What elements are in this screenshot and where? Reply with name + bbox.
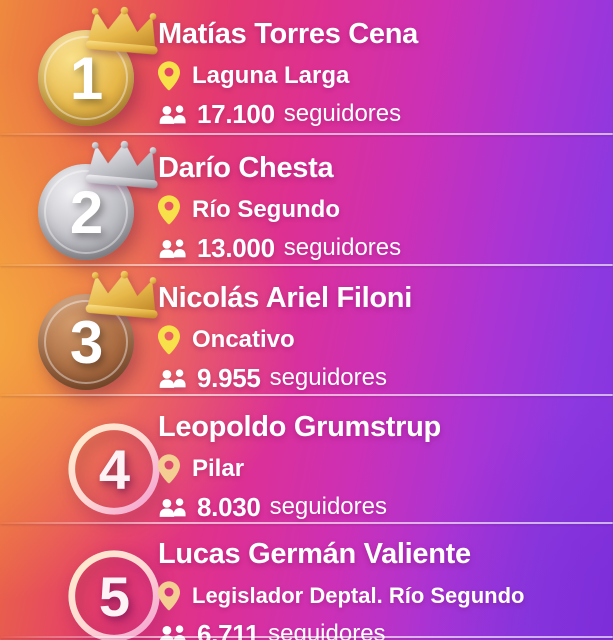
row-divider bbox=[0, 133, 613, 135]
entry-location: Río Segundo bbox=[192, 196, 340, 224]
rank-number: 5 bbox=[98, 564, 130, 628]
rank-badge-1: 1 bbox=[30, 6, 166, 132]
followers-count: 13.000 bbox=[197, 232, 275, 263]
entry-location: Laguna Larga bbox=[192, 62, 350, 90]
followers-line: 13.000 seguidores bbox=[158, 233, 598, 263]
followers-count: 9.955 bbox=[197, 362, 261, 393]
map-pin-icon bbox=[158, 61, 180, 91]
followers-label: seguidores bbox=[283, 234, 402, 262]
rank-ring-icon: 4 bbox=[66, 421, 162, 517]
followers-label: seguidores bbox=[268, 620, 386, 640]
followers-line: 6.711 seguidores bbox=[158, 619, 598, 640]
crown-icon bbox=[85, 6, 158, 55]
map-pin-icon bbox=[158, 195, 180, 225]
rank-badge-2: 2 bbox=[30, 140, 166, 266]
entry-name: Nicolás Ariel Filoni bbox=[158, 282, 412, 314]
followers-label: seguidores bbox=[269, 493, 387, 521]
entry-name: Lucas Germán Valiente bbox=[158, 538, 471, 570]
leaderboard-row-1: 1 Matías Torres Cena Laguna Larga bbox=[0, 4, 613, 132]
crown-icon bbox=[85, 140, 158, 189]
entry-info: Nicolás Ariel Filoni Oncativo 9.955 segu… bbox=[158, 282, 598, 393]
followers-label: seguidores bbox=[283, 100, 402, 128]
entry-info: Matías Torres Cena Laguna Larga 17.100 s… bbox=[158, 18, 598, 129]
followers-count: 6.711 bbox=[197, 618, 260, 640]
followers-line: 8.030 seguidores bbox=[158, 492, 598, 522]
crown-icon bbox=[85, 270, 158, 319]
leaderboard-row-3: 3 Nicolás Ariel Filoni Oncativo bbox=[0, 268, 613, 396]
location-line: Río Segundo bbox=[158, 194, 598, 226]
entry-info: Leopoldo Grumstrup Pilar 8.030 seguidore… bbox=[158, 411, 598, 522]
followers-label: seguidores bbox=[269, 364, 387, 392]
entry-name: Leopoldo Grumstrup bbox=[158, 411, 441, 443]
rank-badge-3: 3 bbox=[30, 270, 166, 396]
users-icon bbox=[159, 105, 186, 124]
entry-location: Oncativo bbox=[192, 326, 295, 354]
leaderboard-row-4: 4 Leopoldo Grumstrup Pilar 8.030 seguido… bbox=[0, 397, 613, 525]
location-line: Oncativo bbox=[158, 324, 598, 356]
entry-info: Lucas Germán Valiente Legislador Deptal.… bbox=[158, 538, 598, 640]
followers-count: 8.030 bbox=[197, 491, 261, 522]
location-line: Laguna Larga bbox=[158, 60, 598, 92]
row-divider bbox=[0, 264, 613, 266]
rank-ring-icon: 5 bbox=[66, 548, 162, 640]
entry-name: Matías Torres Cena bbox=[158, 18, 418, 50]
location-line: Legislador Deptal. Río Segundo bbox=[158, 580, 598, 612]
map-pin-icon bbox=[158, 325, 180, 355]
row-divider bbox=[0, 394, 613, 396]
entry-location: Legislador Deptal. Río Segundo bbox=[192, 583, 525, 609]
map-pin-icon bbox=[158, 454, 180, 484]
rank-badge-5: 5 bbox=[30, 528, 166, 640]
leaderboard-row-5: 5 Lucas Germán Valiente Legislador Depta… bbox=[0, 524, 613, 640]
entry-name: Darío Chesta bbox=[158, 152, 334, 184]
rank-number: 4 bbox=[98, 437, 130, 501]
entry-location: Pilar bbox=[192, 455, 245, 483]
row-divider bbox=[0, 636, 613, 638]
location-line: Pilar bbox=[158, 453, 598, 485]
users-icon bbox=[159, 369, 186, 388]
users-icon bbox=[159, 239, 186, 258]
map-pin-icon bbox=[158, 581, 180, 611]
followers-line: 17.100 seguidores bbox=[158, 99, 598, 129]
rank-badge-4: 4 bbox=[30, 401, 166, 525]
followers-line: 9.955 seguidores bbox=[158, 363, 598, 393]
leaderboard-row-2: 2 Darío Chesta Río Segundo bbox=[0, 138, 613, 266]
users-icon bbox=[159, 498, 186, 517]
followers-count: 17.100 bbox=[197, 98, 275, 129]
entry-info: Darío Chesta Río Segundo 13.000 seguidor… bbox=[158, 152, 598, 263]
row-divider bbox=[0, 522, 613, 524]
